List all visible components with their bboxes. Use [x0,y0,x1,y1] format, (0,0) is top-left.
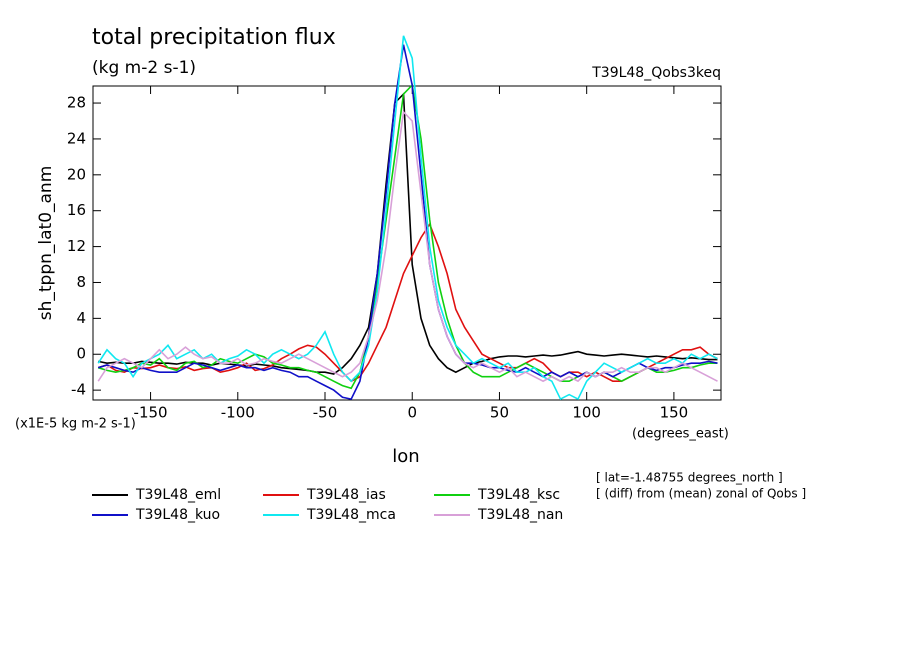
y-units: (x1E-5 kg m-2 s-1) [15,417,136,432]
x-tick-label: 50 [490,404,509,422]
legend-label: T39L48_ksc [477,487,560,503]
y-tick-label: 16 [67,201,86,219]
y-tick-label: 24 [67,129,86,147]
x-tick-label: 150 [660,404,689,422]
chart-subtitle: (kg m-2 s-1) [92,58,196,78]
y-tick-label: 0 [76,345,86,363]
legend-label: T39L48_mca [306,507,396,523]
series-line [97,110,718,383]
x-axis-label: lon [392,446,419,467]
series-line [98,92,718,375]
plot-frame [92,85,722,401]
x-tick-label: 100 [572,404,601,422]
dataset-label: T39L48_Qobs3keq [591,65,721,81]
y-tick-label: 8 [76,273,86,291]
x-tick-label: -150 [134,404,168,422]
y-tick-label: 12 [67,237,86,255]
chart-title: total precipitation flux [92,25,336,50]
note: [ lat=-1.48755 degrees_north ] [596,471,783,485]
x-tick-label: -50 [313,404,338,422]
x-tick-label: -100 [221,404,255,422]
legend-label: T39L48_ias [306,487,386,503]
y-tick-label: 4 [76,309,86,327]
y-axis-label: sh_tppn_lat0_anm [36,166,56,321]
y-tick-label: -4 [71,381,86,399]
y-tick-label: 20 [67,165,86,183]
legend-label: T39L48_nan [477,507,563,523]
y-tick-label: 28 [67,94,86,112]
x-tick-label: 0 [407,404,417,422]
x-units: (degrees_east) [632,427,729,442]
legend-label: T39L48_kuo [135,507,220,523]
series-line [97,222,718,383]
series-line [97,44,718,401]
legend-label: T39L48_eml [135,487,221,503]
note: [ (diff) from (mean) zonal of Qobs ] [596,487,806,501]
series-line [97,83,718,390]
